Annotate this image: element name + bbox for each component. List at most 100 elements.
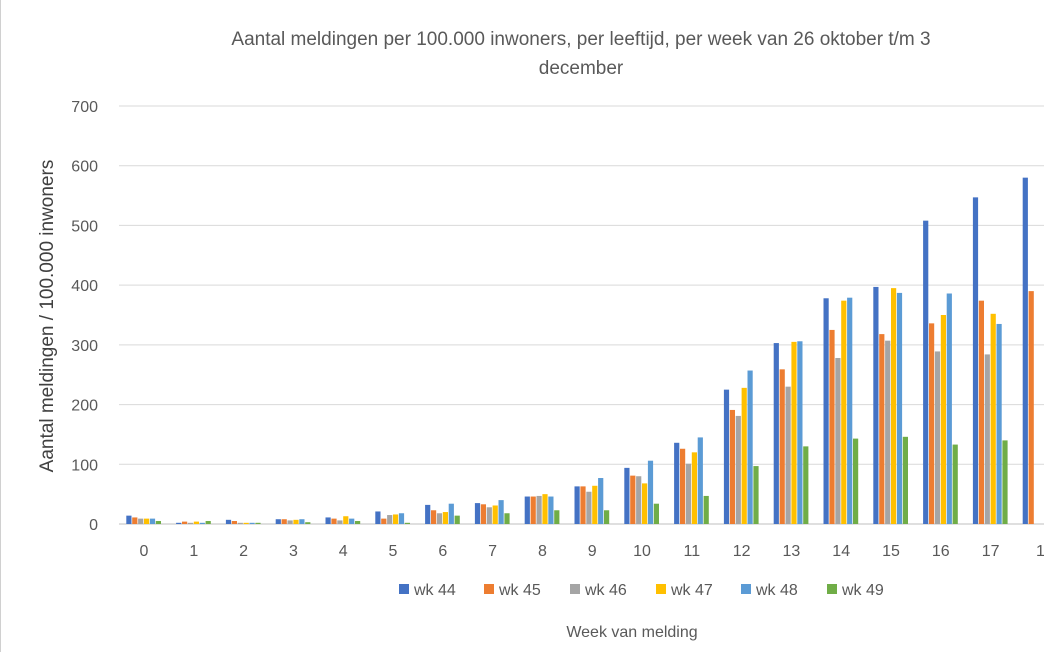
bar	[138, 518, 144, 524]
bar	[375, 511, 381, 524]
bar	[847, 297, 853, 524]
bar	[923, 220, 929, 524]
x-tick-label: 5	[389, 543, 398, 560]
bar	[337, 520, 343, 524]
legend-swatch	[570, 584, 580, 594]
bar	[542, 494, 548, 524]
bar	[691, 452, 697, 524]
bar	[205, 521, 211, 524]
bar	[182, 521, 188, 524]
y-tick-label: 500	[71, 218, 98, 235]
x-tick-label: 1	[189, 543, 198, 560]
bar	[703, 495, 709, 524]
bar	[946, 293, 952, 524]
bar	[773, 343, 779, 524]
bar	[155, 521, 161, 524]
bar	[144, 518, 150, 524]
bar	[404, 522, 410, 524]
bar	[791, 341, 797, 524]
x-tick-label: 11	[683, 543, 700, 560]
bar	[835, 357, 841, 524]
bar	[990, 313, 996, 524]
bar	[586, 491, 592, 524]
bar	[891, 288, 897, 524]
x-tick-label: 1	[1036, 543, 1044, 560]
legend-swatch	[484, 584, 494, 594]
x-tick-label: 14	[832, 543, 850, 560]
bar	[293, 519, 299, 524]
x-tick-label: 8	[538, 543, 547, 560]
bar	[885, 340, 891, 524]
bar	[187, 522, 194, 524]
x-axis-title: Week van melding	[566, 624, 697, 641]
bar	[255, 522, 261, 524]
bar	[474, 503, 481, 524]
bar	[685, 463, 692, 524]
bar	[480, 504, 486, 524]
bar	[984, 354, 990, 524]
bar	[723, 389, 730, 524]
bar	[454, 515, 460, 524]
bar	[996, 323, 1002, 524]
bar	[636, 476, 642, 524]
bar	[873, 286, 879, 524]
bar	[281, 519, 287, 524]
y-tick-label: 700	[71, 99, 98, 116]
bar	[554, 510, 560, 524]
bar	[231, 521, 237, 524]
bar	[193, 521, 199, 524]
bar	[940, 315, 946, 524]
bar	[486, 507, 492, 524]
legend-label: wk 44	[413, 582, 456, 599]
legend-label: wk 45	[498, 582, 541, 599]
bar	[243, 522, 249, 524]
x-tick-label: 0	[140, 543, 149, 560]
x-tick-label: 16	[932, 543, 950, 560]
bar	[149, 518, 156, 524]
bar	[325, 517, 331, 524]
bar	[753, 466, 759, 524]
y-tick-label: 400	[71, 278, 98, 295]
bar	[132, 517, 138, 524]
bar	[548, 496, 554, 524]
legend-swatch	[656, 584, 666, 594]
bar	[896, 292, 903, 524]
bar	[498, 500, 504, 524]
bar	[735, 415, 741, 524]
y-tick-label: 600	[71, 159, 98, 176]
bar	[642, 483, 648, 524]
bar	[425, 504, 431, 524]
y-tick-label: 200	[71, 398, 98, 415]
bar	[853, 438, 859, 524]
bar	[972, 197, 979, 524]
bar	[305, 522, 311, 524]
bar	[436, 513, 443, 524]
bar	[393, 514, 399, 524]
bar	[729, 409, 735, 524]
bar	[978, 300, 984, 524]
y-tick-label: 100	[71, 457, 98, 474]
bar	[176, 522, 182, 524]
bar	[343, 516, 349, 524]
bar	[630, 475, 636, 524]
bar	[697, 437, 703, 524]
bar	[199, 522, 205, 524]
bar	[349, 518, 355, 524]
chart-title-line-2: december	[539, 58, 624, 79]
x-tick-label: 6	[438, 543, 447, 560]
bar	[779, 369, 785, 524]
legend-swatch	[399, 584, 409, 594]
bar	[530, 496, 536, 524]
y-tick-label: 300	[71, 338, 98, 355]
bar	[785, 386, 791, 524]
x-tick-label: 4	[339, 543, 348, 560]
legend-label: wk 49	[841, 582, 884, 599]
chart-title-line-1: Aantal meldingen per 100.000 inwoners, p…	[231, 29, 930, 50]
bar	[598, 478, 604, 524]
bar	[797, 341, 803, 524]
x-tick-label: 3	[289, 543, 298, 560]
x-tick-label: 7	[488, 543, 497, 560]
x-tick-label: 13	[783, 543, 801, 560]
bar	[1022, 177, 1028, 524]
